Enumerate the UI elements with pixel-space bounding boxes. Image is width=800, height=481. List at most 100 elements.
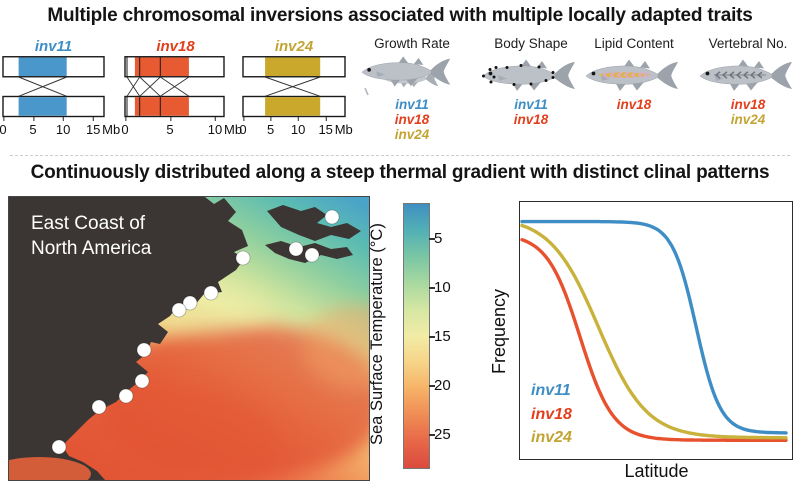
- axis-tick-label: 10: [207, 117, 223, 137]
- colorbar-tick-label: 5: [434, 230, 443, 248]
- associated-inversion: inv18: [394, 112, 430, 127]
- legend-inv24: inv24: [531, 429, 572, 446]
- sst-colorbar: [403, 203, 430, 469]
- sst-map-svg: [9, 197, 369, 480]
- sampling-site-dot: [134, 373, 150, 389]
- colorbar-tick-label: 15: [434, 327, 451, 345]
- colorbar-tick-label: 20: [434, 376, 451, 394]
- axis-tick-label: 0: [121, 117, 129, 137]
- cline-curve-inv11: [520, 219, 788, 435]
- colorbar-tick-label: 10: [434, 279, 451, 297]
- cline-curve-inv24: [520, 223, 788, 440]
- mb-axis-inv11: 0 5 10 15 Mb: [0, 117, 121, 137]
- inverted-region-bottom: [134, 97, 189, 116]
- chromosome-diagram-inv24: inv24 0 5 10 15 Mb: [239, 38, 360, 138]
- colorbar-tick-mark: [429, 433, 435, 436]
- cline-curve-inv18: [520, 238, 788, 442]
- cline-chart: inv11 inv18 inv24: [519, 201, 793, 460]
- growth-rate-fish-icon: [361, 55, 451, 96]
- colorbar-tick-label: 25: [434, 425, 451, 443]
- legend-inv11: inv11: [531, 382, 571, 399]
- sampling-site-dot: [304, 247, 320, 263]
- inversion-label-inv24: inv24: [274, 38, 314, 55]
- sampling-site-dot: [288, 241, 304, 257]
- trait-growth-rate: Growth Rate inv11 inv18 inv24: [356, 36, 468, 144]
- latitude-axis-label: Latitude: [624, 461, 689, 481]
- mb-axis-inv18: 0 5 10 Mb: [121, 117, 243, 137]
- sampling-site-dot: [324, 209, 340, 225]
- body-shape-fish-icon: [482, 59, 576, 92]
- axis-tick-label: 5: [29, 117, 37, 137]
- axis-tick-label: 15: [85, 117, 101, 137]
- sampling-site-dot: [91, 399, 107, 415]
- sampling-site-dot: [235, 250, 251, 266]
- inversion-cross-lines: [18, 76, 67, 97]
- trait-title: Vertebral No.: [708, 36, 788, 51]
- sst-map: East Coast of North America: [8, 196, 370, 481]
- sampling-site-dot: [51, 439, 67, 455]
- inversion-cross-lines: [126, 76, 190, 97]
- chromosome-diagram-inv11: inv11 0 5 10 15 Mb: [0, 38, 121, 138]
- colorbar-tick-mark: [429, 335, 435, 338]
- legend-inv18: inv18: [531, 406, 572, 423]
- bottom-panel-title: Continuously distributed along a steep t…: [30, 162, 770, 183]
- associated-inversion: inv18: [513, 112, 549, 127]
- trait-title: Lipid Content: [594, 36, 674, 51]
- chromosome-svg-inv24: [242, 56, 346, 118]
- mainland: [9, 197, 248, 480]
- trait-vertebral-no: Vertebral No. inv18 inv24: [694, 36, 800, 144]
- map-region-label-line2: North America: [31, 238, 152, 260]
- map-region-label: East Coast of North America: [31, 211, 151, 261]
- associated-inversion: inv11: [514, 97, 548, 112]
- associated-inversion: inv24: [730, 112, 766, 127]
- lipid-content-fish-icon: [585, 59, 679, 92]
- axis-tick-label: 15: [318, 117, 333, 137]
- associated-inversion: inv18: [616, 97, 652, 112]
- mb-axis-inv24: 0 5 10 15 Mb: [239, 117, 360, 137]
- morphometric-landmark-dots: [482, 64, 555, 86]
- trait-body-shape: Body Shape inv11 inv18: [475, 36, 587, 144]
- axis-tick-label: 0: [239, 117, 247, 137]
- axis-tick-label: 10: [290, 117, 306, 137]
- inversion-label-inv18: inv18: [156, 38, 195, 55]
- axis-unit-label: Mb: [224, 122, 243, 137]
- chromosome-svg-inv18: [124, 56, 225, 118]
- island-landmass-north: [267, 205, 361, 241]
- associated-inversion: inv24: [394, 127, 430, 142]
- colorbar-tick-mark: [429, 384, 435, 387]
- colorbar-tick-mark: [429, 287, 435, 290]
- colorbar-axis-label: Sea Surface Temperature (°C): [368, 223, 386, 445]
- axis-tick-label: 5: [266, 117, 275, 137]
- map-region-label-line1: East Coast of: [31, 213, 146, 234]
- size-mark: [364, 87, 369, 96]
- associated-inversion: inv18: [730, 97, 766, 112]
- sampling-site-dot: [118, 388, 134, 404]
- inverted-region-bottom: [18, 97, 67, 116]
- axis-tick-label: 10: [55, 117, 71, 137]
- sampling-site-dot: [203, 285, 219, 301]
- inversion-label-inv11: inv11: [34, 38, 73, 55]
- associated-inversion: inv11: [395, 97, 429, 112]
- lipid-chevrons: [602, 71, 650, 79]
- inversion-cross-lines: [264, 76, 321, 97]
- trait-lipid-content: Lipid Content inv18: [580, 36, 688, 144]
- region-divider-lines: [126, 57, 161, 117]
- chromosome-diagram-inv18: inv18 0 5 10 Mb: [121, 38, 243, 138]
- axis-tick-label: 5: [166, 117, 174, 137]
- inverted-region-top: [18, 57, 67, 76]
- inverted-region-bottom: [265, 97, 321, 116]
- sampling-sites: [51, 209, 340, 455]
- top-panel-title: Multiple chromosomal inversions associat…: [47, 5, 753, 26]
- sampling-site-dot: [171, 302, 187, 318]
- vertebral-no-fish-icon: [699, 59, 793, 92]
- sampling-site-dot: [136, 342, 152, 358]
- axis-unit-label: Mb: [102, 122, 121, 137]
- cline-curves-svg: [520, 219, 788, 442]
- frequency-axis-label: Frequency: [489, 288, 509, 375]
- panel-divider: [10, 155, 790, 156]
- trait-title: Growth Rate: [374, 36, 450, 51]
- sampling-site-dot: [182, 295, 198, 311]
- inverted-region-top: [265, 57, 321, 76]
- inverted-region-top: [134, 57, 189, 76]
